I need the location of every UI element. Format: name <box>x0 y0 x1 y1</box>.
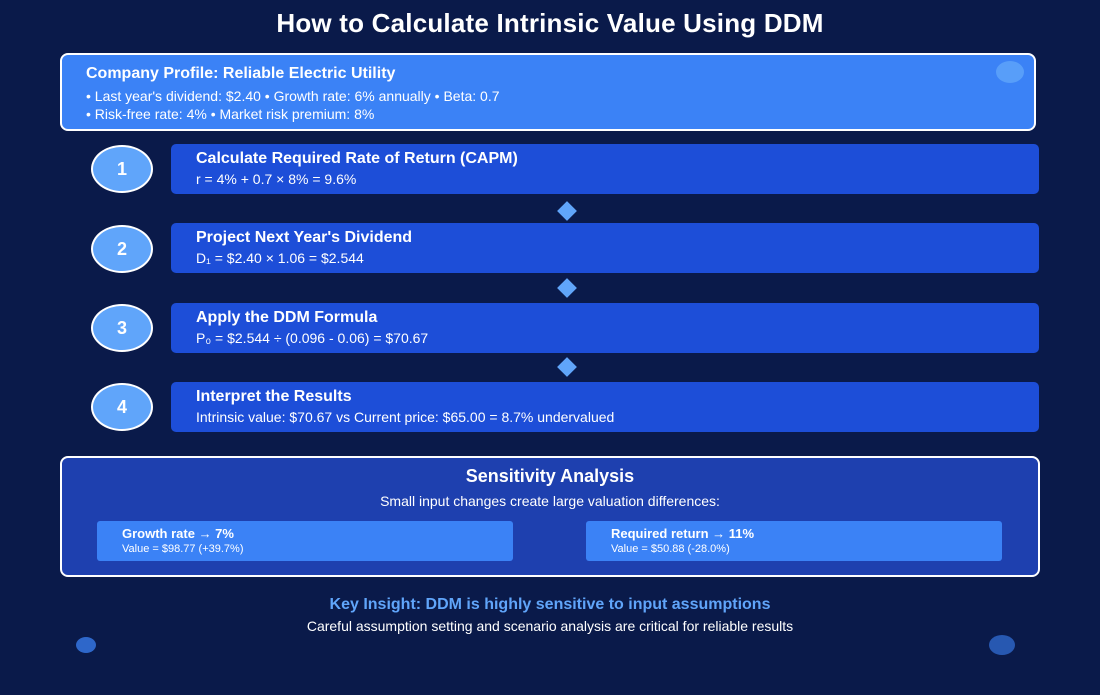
key-insight-title: Key Insight: DDM is highly sensitive to … <box>329 596 771 613</box>
page-title: How to Calculate Intrinsic Value Using D… <box>276 8 824 38</box>
sensitivity-title: Sensitivity Analysis <box>465 466 635 486</box>
step-3-number-badge: 3 <box>91 304 153 352</box>
step-3-title: Apply the DDM Formula <box>196 309 378 326</box>
sensitivity-card-value: Value = $98.77 (+39.7%) <box>122 543 244 555</box>
step-4-number-badge: 4 <box>91 383 153 431</box>
step-1-title: Calculate Required Rate of Return (CAPM) <box>196 150 518 167</box>
decorative-dot <box>989 635 1015 655</box>
decorative-dot <box>996 61 1024 83</box>
sensitivity-card-title: Required return → 11% <box>611 526 755 541</box>
step-3-box: Apply the DDM Formula P₀ = $2.544 ÷ (0.0… <box>171 303 1039 353</box>
sensitivity-subtitle: Small input changes create large valuati… <box>380 493 720 509</box>
sensitivity-analysis-box: Sensitivity Analysis Small input changes… <box>60 456 1040 577</box>
company-profile-title: Company Profile: Reliable Electric Utili… <box>86 65 396 82</box>
step-1-number-badge: 1 <box>91 145 153 193</box>
key-insight-subtitle: Careful assumption setting and scenario … <box>306 618 794 634</box>
step-1-box: Calculate Required Rate of Return (CAPM)… <box>171 144 1039 194</box>
step-4-title: Interpret the Results <box>196 388 352 405</box>
step-4-formula: Intrinsic value: $70.67 vs Current price… <box>196 409 615 425</box>
company-profile-line-2: • Risk-free rate: 4% • Market risk premi… <box>86 106 375 122</box>
connector-diamond <box>557 201 577 221</box>
step-3-formula: P₀ = $2.544 ÷ (0.096 - 0.06) = $70.67 <box>196 330 429 346</box>
step-2-formula: D₁ = $2.40 × 1.06 = $2.544 <box>196 250 364 266</box>
company-profile-line-1: • Last year's dividend: $2.40 • Growth r… <box>86 88 500 104</box>
sensitivity-card-title: Growth rate → 7% <box>122 526 234 541</box>
step-2-box: Project Next Year's Dividend D₁ = $2.40 … <box>171 223 1039 273</box>
step-4-box: Interpret the Results Intrinsic value: $… <box>171 382 1039 432</box>
step-2-number-badge: 2 <box>91 225 153 273</box>
step-1-formula: r = 4% + 0.7 × 8% = 9.6% <box>196 171 357 187</box>
company-profile-box: Company Profile: Reliable Electric Utili… <box>60 53 1036 131</box>
sensitivity-card-value: Value = $50.88 (-28.0%) <box>611 543 730 555</box>
decorative-dot <box>76 637 96 653</box>
step-2-title: Project Next Year's Dividend <box>196 229 413 246</box>
sensitivity-card-required-return: Required return → 11% Value = $50.88 (-2… <box>586 521 1002 561</box>
sensitivity-card-growth: Growth rate → 7% Value = $98.77 (+39.7%) <box>97 521 513 561</box>
connector-diamond <box>557 357 577 377</box>
connector-diamond <box>557 278 577 298</box>
